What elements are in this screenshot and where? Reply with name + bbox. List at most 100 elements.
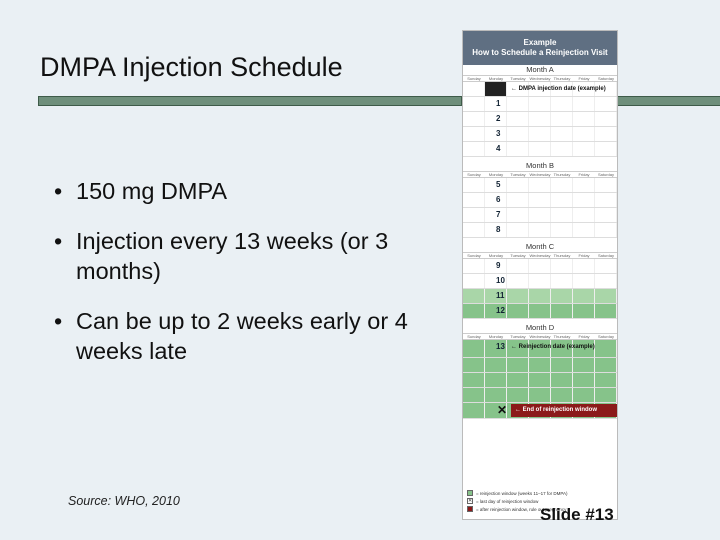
dow-label: Thursday (553, 334, 571, 339)
dow-label: Friday (578, 172, 590, 177)
legend-item: = reinjection window (weeks 11–17 for DM… (467, 489, 617, 497)
calendar-week-window: ✕ ← End of reinjection window (463, 403, 617, 419)
bullet-dot: • (54, 308, 63, 334)
dow-label: Saturday (597, 253, 614, 258)
calendar-week: 10 (463, 274, 617, 289)
dow-label: Thursday (553, 172, 571, 177)
calendar-week-window: 12 (463, 304, 617, 319)
reinjection-date-note: ← Reinjection date (example) (511, 344, 595, 350)
calendar-week-window (463, 388, 617, 403)
title-underline-bar (38, 96, 462, 106)
calendar-header-line1: Example (523, 38, 557, 47)
x-swatch-icon: ✕ (467, 498, 473, 504)
week-number: 11 (496, 291, 505, 300)
calendar-week: 2 (463, 112, 617, 127)
month-name: Month A (526, 65, 554, 74)
dow-label: Wednesday (529, 172, 551, 177)
week-number: 12 (496, 306, 505, 315)
injection-date-note: ← DMPA injection date (example) (511, 86, 606, 92)
end-of-window-text: End of reinjection window (522, 407, 598, 413)
end-of-window-banner: ← End of reinjection window (511, 404, 617, 417)
day-of-week-row: Sunday Monday Tuesday Wednesday Thursday Frid… (463, 252, 617, 259)
dow-label: Friday (578, 253, 590, 258)
calendar-week: ← DMPA injection date (example) (463, 82, 617, 97)
month-name: Month D (525, 323, 555, 332)
week-number: 3 (496, 129, 501, 138)
month-a: Month A Sunday Monday Tuesday Wednesday … (463, 65, 617, 157)
dow-label: Tuesday (510, 76, 526, 81)
month-c: Month C Sunday Monday Tuesday Wednesday Thur… (463, 242, 617, 319)
month-name: Month C (525, 242, 555, 251)
month-name: Month B (526, 161, 554, 170)
dow-label: Sunday (467, 253, 481, 258)
bullet-text: Injection every 13 weeks (or 3 months) (76, 228, 389, 284)
day-of-week-row: Sunday Monday Tuesday Wednesday Thursday… (463, 75, 617, 82)
injection-day-marker (485, 82, 507, 96)
week-number: 4 (496, 144, 501, 153)
reinjection-calendar-figure: Example How to Schedule a Reinjection Vi… (462, 30, 618, 520)
dow-label: Wednesday (529, 76, 551, 81)
day-of-week-row: Sunday Monday Tuesday Wednesday Thursday Frid… (463, 171, 617, 178)
dow-label: Sunday (467, 334, 481, 339)
week-number: 8 (496, 225, 501, 234)
legend-text: = reinjection window (weeks 11–17 for DM… (476, 490, 568, 496)
calendar-legend: = reinjection window (weeks 11–17 for DM… (467, 489, 617, 513)
title-underline-bar-right (617, 96, 720, 106)
week-number: 13 (496, 342, 505, 351)
dow-label: Monday (488, 172, 504, 177)
calendar-week-window: 11 (463, 289, 617, 304)
day-of-week-row: Sunday Monday Tuesday Wednesday Thursday Frid… (463, 333, 617, 340)
dow-label: Tuesday (510, 172, 526, 177)
dow-label: Sunday (467, 76, 481, 81)
dow-label: Monday (488, 334, 504, 339)
calendar-week: 8 (463, 223, 617, 238)
week-number: 1 (496, 99, 501, 108)
calendar-week: 1 (463, 97, 617, 112)
dow-label: Tuesday (510, 334, 526, 339)
calendar-week-window (463, 373, 617, 388)
legend-text: = after reinjection window, rule out pre… (476, 506, 567, 512)
dow-label: Wednesday (529, 334, 551, 339)
dow-label: Saturday (597, 76, 614, 81)
legend-text: = last day of reinjection window (476, 498, 539, 504)
bullet-item: • Injection every 13 weeks (or 3 months) (50, 226, 450, 286)
calendar-header: Example How to Schedule a Reinjection Vi… (463, 31, 617, 65)
slide-number: Slide #13 (540, 505, 614, 524)
week-number: 10 (496, 276, 505, 285)
calendar-week-window (463, 358, 617, 373)
week-number: 7 (496, 210, 501, 219)
end-of-window-x-icon: ✕ (497, 403, 508, 417)
legend-item: = after reinjection window, rule out pre… (467, 505, 617, 513)
legend-item: ✕ = last day of reinjection window (467, 497, 617, 505)
month-d: Month D Sunday Monday Tuesday Wednesday Thur… (463, 323, 617, 419)
bullet-dot: • (54, 178, 63, 204)
bullet-dot: • (54, 228, 63, 254)
week-number: 2 (496, 114, 501, 123)
calendar-header-line2: How to Schedule a Reinjection Visit (472, 48, 608, 57)
green-swatch-icon (467, 490, 473, 496)
source-citation: Source: WHO, 2010 (68, 494, 180, 508)
dow-label: Thursday (553, 253, 571, 258)
calendar-week: 4 (463, 142, 617, 157)
bullet-item: • Can be up to 2 weeks early or 4 weeks l… (50, 306, 450, 366)
dow-label: Saturday (597, 334, 614, 339)
reinjection-date-note-text: Reinjection date (example) (518, 344, 595, 350)
calendar-week-window: 13 ← Reinjection date (example) (463, 340, 617, 358)
bullet-list: • 150 mg DMPA • Injection every 13 weeks (… (50, 176, 450, 386)
slide-title: DMPA Injection Schedule (40, 52, 343, 82)
calendar-week: 3 (463, 127, 617, 142)
injection-date-note-text: DMPA injection date (example) (518, 86, 606, 92)
calendar-week: 7 (463, 208, 617, 223)
red-swatch-icon (467, 506, 473, 512)
dow-label: Friday (578, 334, 590, 339)
dow-label: Tuesday (510, 253, 526, 258)
week-number: 6 (496, 195, 501, 204)
dow-label: Monday (488, 76, 504, 81)
calendar-week: 6 (463, 193, 617, 208)
month-b: Month B Sunday Monday Tuesday Wednesday Thur… (463, 161, 617, 238)
calendar-week: 5 (463, 178, 617, 193)
dow-label: Saturday (597, 172, 614, 177)
bullet-item: • 150 mg DMPA (50, 176, 450, 206)
dow-label: Thursday (553, 76, 571, 81)
week-number: 9 (496, 261, 501, 270)
